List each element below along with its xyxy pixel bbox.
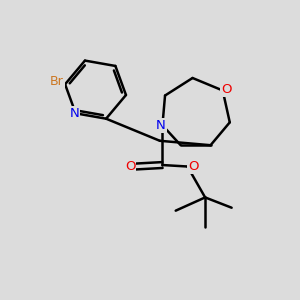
Text: O: O [221, 82, 232, 95]
Text: O: O [188, 160, 199, 173]
Text: Br: Br [50, 75, 64, 88]
Text: N: N [69, 107, 79, 120]
Text: N: N [156, 119, 166, 132]
Text: O: O [125, 160, 135, 173]
